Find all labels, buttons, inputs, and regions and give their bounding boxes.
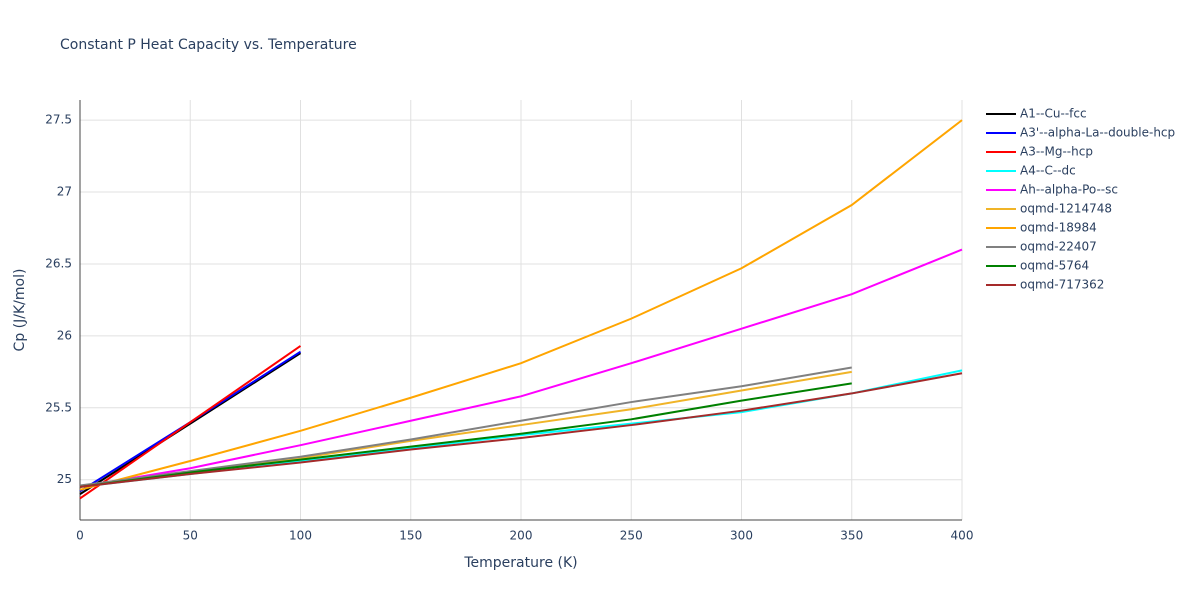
series-line [79, 119, 963, 491]
y-tick-label: 27 [57, 185, 72, 199]
chart-title: Constant P Heat Capacity vs. Temperature [60, 37, 357, 53]
legend-label: A1--Cu--fcc [1020, 107, 1087, 121]
y-tick-label: 25 [57, 472, 72, 486]
x-tick-label: 250 [620, 529, 643, 543]
x-tick-label: 400 [951, 529, 974, 543]
legend-label: A3'--alpha-La--double-hcp [1020, 126, 1175, 140]
series-line [79, 366, 852, 487]
legend-label: oqmd-1214748 [1020, 202, 1112, 216]
x-tick-label: 200 [510, 529, 533, 543]
x-tick-label: 150 [399, 529, 422, 543]
x-tick-label: 100 [289, 529, 312, 543]
series-line [79, 345, 302, 500]
x-tick-label: 300 [730, 529, 753, 543]
legend-label: oqmd-5764 [1020, 259, 1089, 273]
y-axis-title: Cp (J/K/mol) [12, 269, 28, 352]
y-tick-label: 25.5 [45, 400, 72, 414]
x-tick-label: 350 [840, 529, 863, 543]
y-tick-label: 27.5 [45, 113, 72, 127]
series-line [79, 248, 963, 488]
legend-label: A3--Mg--hcp [1020, 145, 1093, 159]
legend-label: Ah--alpha-Po--sc [1020, 183, 1118, 197]
legend-label: oqmd-22407 [1020, 240, 1097, 254]
legend-label: A4--C--dc [1020, 164, 1076, 178]
series-line [79, 352, 302, 495]
legend-label: oqmd-717362 [1020, 278, 1104, 292]
x-axis-title: Temperature (K) [463, 555, 577, 571]
y-tick-label: 26.5 [45, 256, 72, 270]
series-line [79, 372, 963, 488]
x-tick-label: 0 [76, 529, 84, 543]
x-tick-label: 50 [183, 529, 198, 543]
series-line [79, 382, 852, 488]
y-tick-label: 26 [57, 328, 72, 342]
legend-label: oqmd-18984 [1020, 221, 1097, 235]
